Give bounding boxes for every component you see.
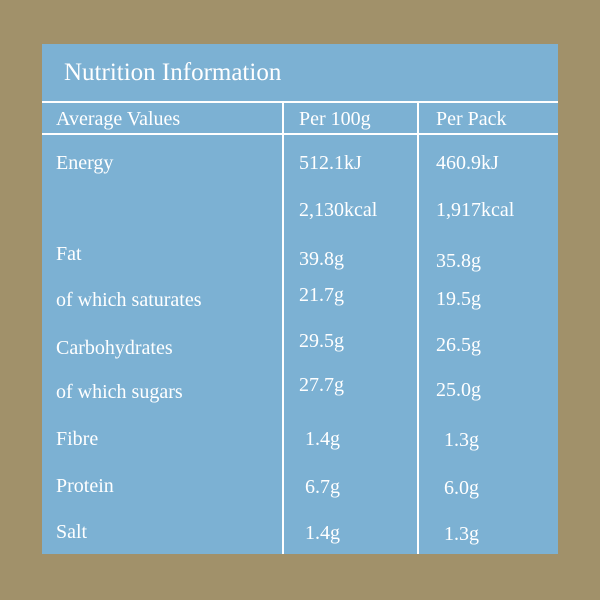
header-average-values: Average Values [56,108,181,130]
header-per-100g: Per 100g [299,108,371,130]
row-label-energy: Energy [56,152,114,174]
carbohydrates-per-100g: 29.5g [299,330,344,352]
carbohydrates-per-pack: 26.5g [436,334,481,356]
sugars-per-100g: 27.7g [299,374,344,396]
fibre-per-pack: 1.3g [444,429,479,451]
page-title: Nutrition Information [64,59,282,86]
fibre-per-100g: 1.4g [305,428,340,450]
row-label-carbohydrates: Carbohydrates [56,337,173,359]
energy-kcal-per-100g: 2,130kcal [299,199,378,221]
energy-kcal-per-pack: 1,917kcal [436,199,515,221]
title-divider [42,101,558,103]
salt-per-pack: 1.3g [444,523,479,545]
fat-per-pack: 35.8g [436,250,481,272]
row-label-salt: Salt [56,521,88,543]
nutrition-panel: Nutrition Information Average Values Per… [42,44,558,554]
row-label-fibre: Fibre [56,428,99,450]
column-divider-2 [417,101,419,554]
column-divider-1 [282,101,284,554]
row-label-saturates: of which saturates [56,289,202,311]
energy-kj-per-pack: 460.9kJ [436,152,499,174]
protein-per-pack: 6.0g [444,477,479,499]
row-label-fat: Fat [56,243,82,265]
protein-per-100g: 6.7g [305,476,340,498]
row-label-sugars: of which sugars [56,381,183,403]
saturates-per-100g: 21.7g [299,284,344,306]
salt-per-100g: 1.4g [305,522,340,544]
energy-kj-per-100g: 512.1kJ [299,152,362,174]
header-divider [42,133,558,135]
sugars-per-pack: 25.0g [436,379,481,401]
row-label-protein: Protein [56,475,114,497]
fat-per-100g: 39.8g [299,248,344,270]
saturates-per-pack: 19.5g [436,288,481,310]
header-per-pack: Per Pack [436,108,507,130]
